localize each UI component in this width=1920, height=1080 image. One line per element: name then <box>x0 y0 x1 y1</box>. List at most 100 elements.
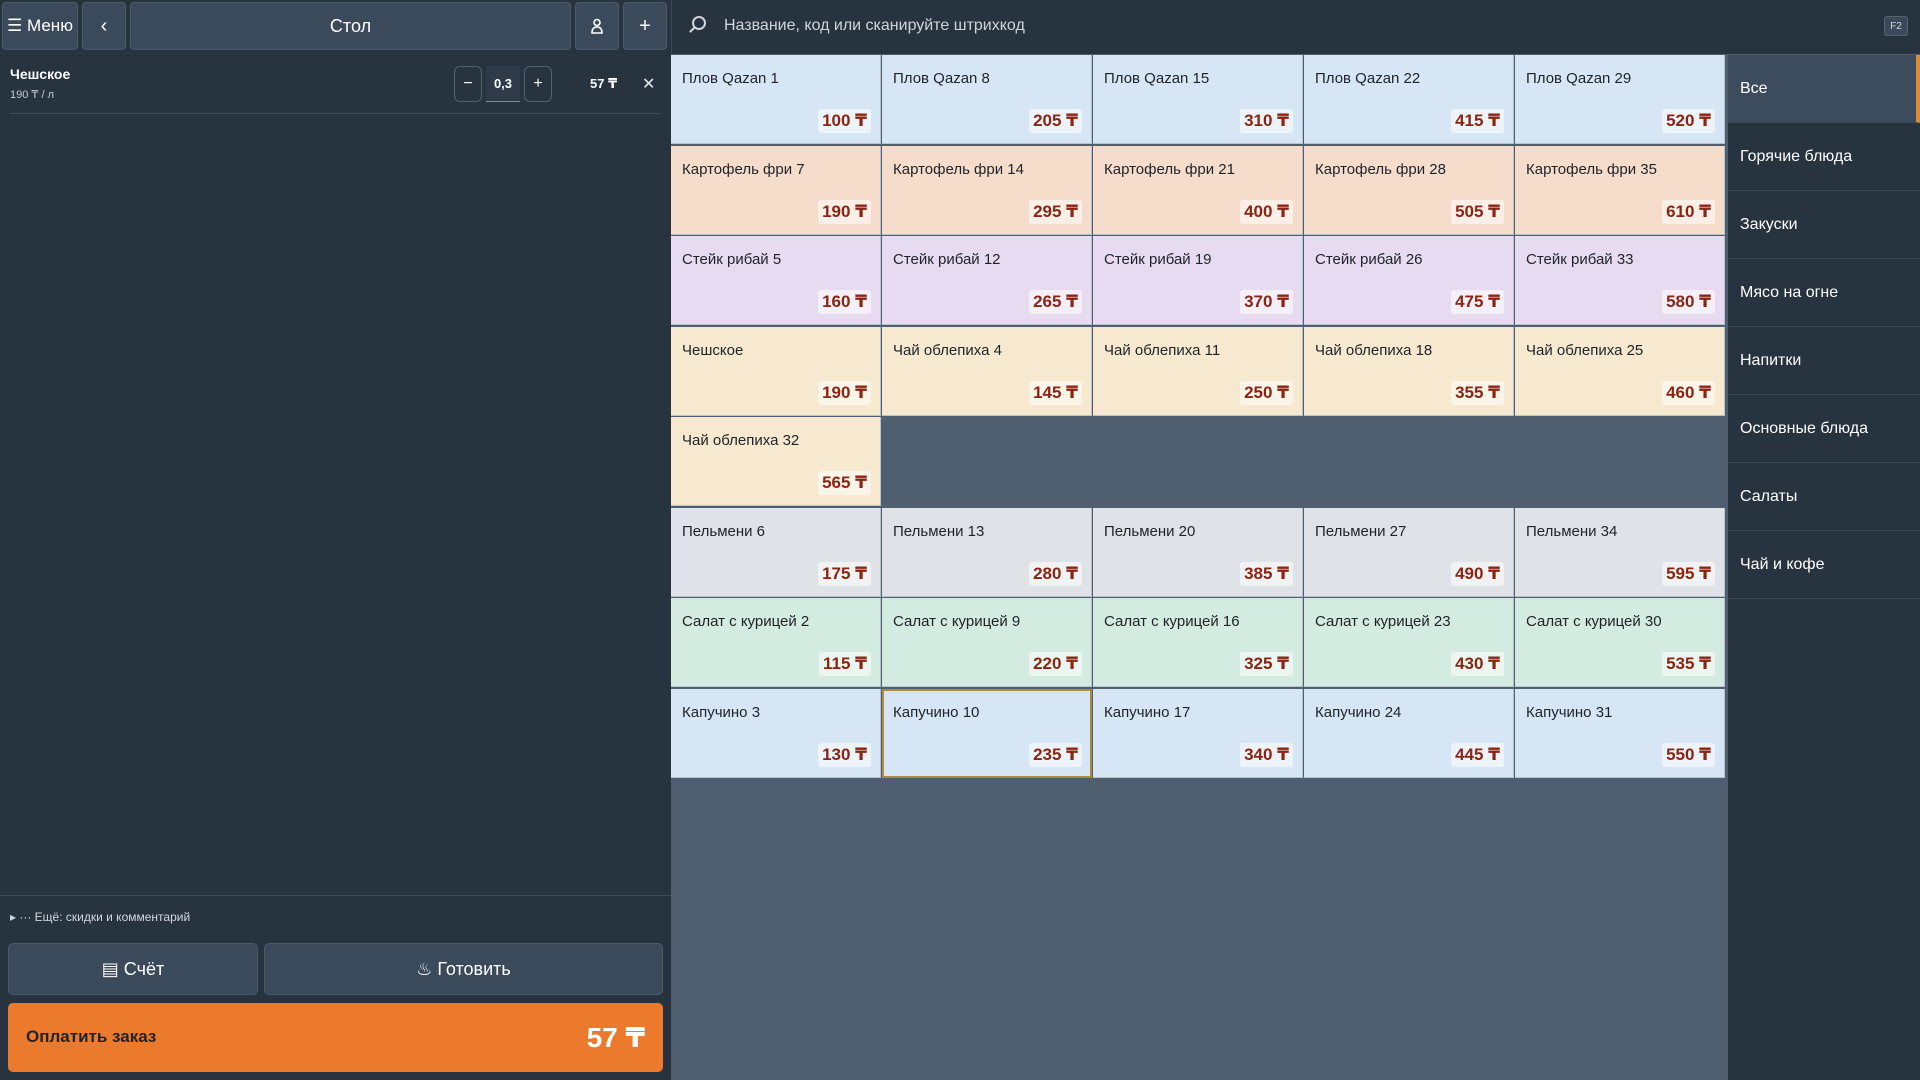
product-tile[interactable]: Плов Qazan 22 415 ₸ <box>1304 55 1514 144</box>
product-tile[interactable]: Стейк рибай 33 580 ₸ <box>1515 236 1725 325</box>
product-tile[interactable]: Картофель фри 28 505 ₸ <box>1304 146 1514 235</box>
product-price: 385 ₸ <box>1240 562 1293 586</box>
product-tile[interactable]: Салат с курицей 2 115 ₸ <box>671 598 881 687</box>
order-line-item[interactable]: Чешское 190 ₸ / л − 0,3 + 57 ₸ ✕ <box>10 62 661 114</box>
product-tile[interactable]: Чай облепиха 32 565 ₸ <box>671 417 881 506</box>
product-price: 190 ₸ <box>818 200 871 224</box>
order-item-name: Чешское <box>10 66 71 82</box>
guest-button[interactable] <box>575 2 619 50</box>
product-name: Капучино 3 <box>682 704 761 721</box>
category-item[interactable]: Напитки <box>1728 327 1920 395</box>
product-price: 115 ₸ <box>819 652 871 676</box>
order-toolbar: ☰ Меню ‹ Стол + <box>0 0 671 54</box>
product-tile[interactable]: Картофель фри 7 190 ₸ <box>671 146 881 235</box>
product-tile[interactable]: Чай облепиха 4 145 ₸ <box>882 327 1092 416</box>
product-name: Пельмени 34 <box>1526 523 1618 540</box>
product-price: 595 ₸ <box>1662 562 1715 586</box>
product-price: 235 ₸ <box>1029 743 1082 767</box>
product-tile[interactable]: Чай облепиха 11 250 ₸ <box>1093 327 1303 416</box>
menu-button[interactable]: ☰ Меню <box>2 2 78 50</box>
product-name: Картофель фри 21 <box>1104 161 1235 178</box>
product-name: Чай облепиха 11 <box>1104 342 1221 359</box>
search-input[interactable] <box>724 12 1824 40</box>
product-tile[interactable]: Чешское 190 ₸ <box>671 327 881 416</box>
product-price: 490 ₸ <box>1451 562 1504 586</box>
product-price: 610 ₸ <box>1662 200 1715 224</box>
decrease-qty-button[interactable]: − <box>454 66 482 102</box>
product-tile[interactable]: Стейк рибай 5 160 ₸ <box>671 236 881 325</box>
order-panel: ☰ Меню ‹ Стол + Чешское 190 ₸ / л − 0,3 … <box>0 0 671 1080</box>
pay-order-button[interactable]: Оплатить заказ 57 ₸ <box>8 1003 663 1072</box>
product-tile[interactable]: Пельмени 27 490 ₸ <box>1304 508 1514 597</box>
add-order-button[interactable]: + <box>623 2 667 50</box>
product-tile[interactable]: Капучино 10 235 ₸ <box>882 689 1092 778</box>
category-item[interactable]: Чай и кофе <box>1728 531 1920 599</box>
product-tile[interactable]: Капучино 31 550 ₸ <box>1515 689 1725 778</box>
product-tile[interactable]: Стейк рибай 19 370 ₸ <box>1093 236 1303 325</box>
more-options-toggle[interactable]: ▸ ··· Ещё: скидки и комментарий <box>0 895 671 935</box>
category-item[interactable]: Горячие блюда <box>1728 123 1920 191</box>
product-tile[interactable]: Салат с курицей 16 325 ₸ <box>1093 598 1303 687</box>
order-item-total: 57 ₸ <box>590 76 618 91</box>
category-item[interactable]: Все <box>1728 55 1920 123</box>
product-tile[interactable]: Плов Qazan 29 520 ₸ <box>1515 55 1725 144</box>
quantity-field[interactable]: 0,3 <box>486 66 520 102</box>
product-tile[interactable]: Капучино 17 340 ₸ <box>1093 689 1303 778</box>
product-tile[interactable]: Капучино 3 130 ₸ <box>671 689 881 778</box>
product-name: Чай облепиха 4 <box>893 342 1002 359</box>
product-name: Плов Qazan 8 <box>893 70 990 87</box>
product-price: 100 ₸ <box>818 109 871 133</box>
product-tile[interactable]: Картофель фри 35 610 ₸ <box>1515 146 1725 235</box>
category-item[interactable]: Закуски <box>1728 191 1920 259</box>
product-tile[interactable]: Пельмени 13 280 ₸ <box>882 508 1092 597</box>
more-options-label: ▸ ··· Ещё: скидки и комментарий <box>10 910 191 924</box>
product-tile[interactable]: Плов Qazan 8 205 ₸ <box>882 55 1092 144</box>
product-tile[interactable]: Салат с курицей 23 430 ₸ <box>1304 598 1514 687</box>
category-item[interactable]: Салаты <box>1728 463 1920 531</box>
product-tile[interactable]: Салат с курицей 30 535 ₸ <box>1515 598 1725 687</box>
product-name: Пельмени 13 <box>893 523 985 540</box>
increase-qty-button[interactable]: + <box>524 66 552 102</box>
product-price: 250 ₸ <box>1240 381 1293 405</box>
product-name: Чай облепиха 18 <box>1315 342 1433 359</box>
product-price: 265 ₸ <box>1029 290 1082 314</box>
product-tile[interactable]: Плов Qazan 1 100 ₸ <box>671 55 881 144</box>
back-button[interactable]: ‹ <box>82 2 126 50</box>
product-tile[interactable]: Чай облепиха 25 460 ₸ <box>1515 327 1725 416</box>
product-price: 460 ₸ <box>1662 381 1715 405</box>
product-price: 430 ₸ <box>1451 652 1504 676</box>
cook-button[interactable]: ♨ Готовить <box>264 943 663 995</box>
product-tile[interactable]: Стейк рибай 12 265 ₸ <box>882 236 1092 325</box>
product-tile[interactable]: Салат с курицей 9 220 ₸ <box>882 598 1092 687</box>
product-price: 130 ₸ <box>818 743 871 767</box>
product-name: Плов Qazan 29 <box>1526 70 1632 87</box>
search-icon <box>692 16 706 30</box>
product-tile[interactable]: Чай облепиха 18 355 ₸ <box>1304 327 1514 416</box>
product-tile[interactable]: Пельмени 20 385 ₸ <box>1093 508 1303 597</box>
product-tile[interactable]: Картофель фри 14 295 ₸ <box>882 146 1092 235</box>
product-tile[interactable]: Картофель фри 21 400 ₸ <box>1093 146 1303 235</box>
product-price: 310 ₸ <box>1240 109 1293 133</box>
category-item[interactable]: Основные блюда <box>1728 395 1920 463</box>
product-price: 205 ₸ <box>1029 109 1082 133</box>
product-tile[interactable]: Плов Qazan 15 310 ₸ <box>1093 55 1303 144</box>
product-name: Стейк рибай 33 <box>1526 251 1634 268</box>
product-price: 340 ₸ <box>1240 743 1293 767</box>
bill-button[interactable]: ▤ Счёт <box>8 943 258 995</box>
category-item[interactable]: Мясо на огне <box>1728 259 1920 327</box>
product-name: Картофель фри 35 <box>1526 161 1657 178</box>
product-price: 280 ₸ <box>1029 562 1082 586</box>
product-tile[interactable]: Пельмени 34 595 ₸ <box>1515 508 1725 597</box>
product-price: 580 ₸ <box>1662 290 1715 314</box>
product-tile[interactable]: Стейк рибай 26 475 ₸ <box>1304 236 1514 325</box>
search-bar: F2 <box>671 0 1920 54</box>
product-price: 175 ₸ <box>818 562 871 586</box>
product-name: Салат с курицей 16 <box>1104 613 1240 630</box>
pay-order-total: 57 ₸ <box>586 1022 645 1053</box>
remove-item-button[interactable]: ✕ <box>642 76 656 93</box>
product-price: 550 ₸ <box>1662 743 1715 767</box>
table-select-button[interactable]: Стол <box>130 2 571 50</box>
product-tile[interactable]: Капучино 24 445 ₸ <box>1304 689 1514 778</box>
product-name: Картофель фри 28 <box>1315 161 1446 178</box>
product-tile[interactable]: Пельмени 6 175 ₸ <box>671 508 881 597</box>
